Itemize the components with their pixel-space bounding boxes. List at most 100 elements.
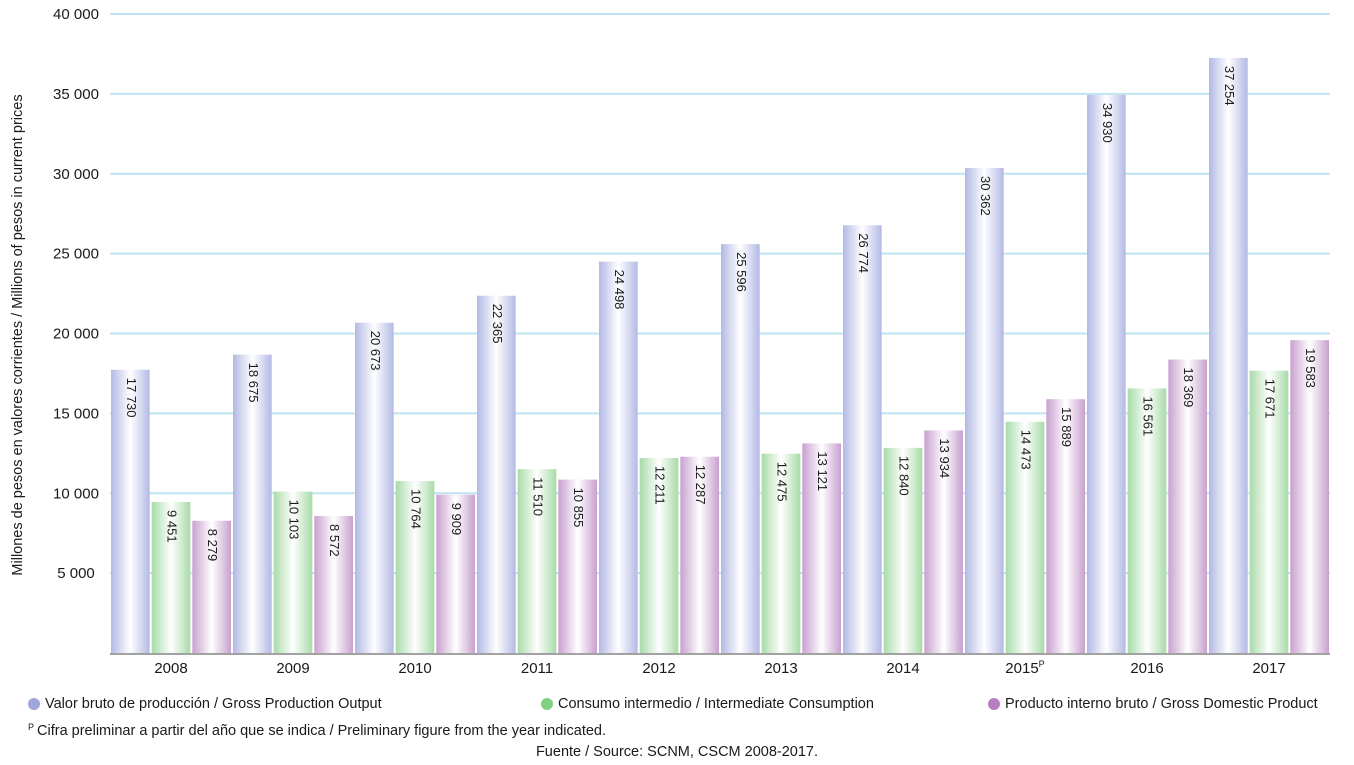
bar [1087,94,1126,654]
bar [395,481,435,653]
legend-dot-icon [988,698,1000,710]
bar-value-label: 16 561 [1141,396,1156,436]
bar-value-label: 12 211 [653,466,668,505]
legend-dot-icon [541,698,553,710]
x-tick-label: 2012 [642,660,675,677]
bar-group-2010: 20 673 10 764 9 909 [355,322,475,653]
y-tick-label: 40 000 [53,6,99,23]
legend-label: Valor bruto de producción / Gross Produc… [45,696,382,712]
x-tick-label: 2009 [276,660,309,677]
bar [1005,421,1045,653]
y-tick-label: 25 000 [53,246,99,263]
bar-value-label: 26 774 [856,233,871,273]
x-tick-label: 2015P [1005,659,1044,677]
bar [1046,399,1085,653]
bar [599,261,638,653]
bar [477,295,516,653]
legend-item-intermediate-consumption: Consumo intermedio / Intermediate Consum… [541,696,874,712]
legend-item-gross-domestic-product: Producto interno bruto / Gross Domestic … [988,696,1318,712]
legend-label: Consumo intermedio / Intermediate Consum… [558,696,874,712]
y-tick-label: 15 000 [53,405,99,422]
bar-value-label: 19 583 [1303,348,1318,388]
legend-dot-icon [28,698,40,710]
source-note: Fuente / Source: SCNM, CSCM 2008-2017. [535,744,819,760]
bar-value-label: 18 369 [1181,368,1196,408]
bar-value-label: 8 572 [327,524,342,557]
bar-group-2008: 17 730 9 451 8 279 [111,369,231,653]
x-tick-label: 2017 [1252,660,1285,677]
bar-group-2017: 37 254 17 671 19 583 [1209,57,1329,653]
bar-value-label: 13 121 [815,451,830,491]
bar-value-label: 15 889 [1059,407,1074,447]
bar-group-2013: 25 596 12 475 13 121 [721,244,841,654]
y-tick-label: 20 000 [53,326,99,343]
bar-value-label: 18 675 [246,363,261,403]
bar-value-label: 14 473 [1019,430,1034,470]
bar-group-2015: 30 362 14 473 15 889 [965,167,1085,654]
x-tick-label: 2010 [398,660,431,677]
x-tick-label: 2011 [521,660,553,677]
footnote-text: Cifra preliminar a partir del año que se… [37,723,606,739]
grid-lines [110,13,1330,575]
bar [1127,388,1167,653]
bar [1168,359,1207,653]
bar [965,167,1004,654]
legend-label: Producto interno bruto / Gross Domestic … [1005,696,1318,712]
bar-group-2012: 24 498 12 211 12 287 [599,261,719,653]
bar [314,516,353,653]
footnote-marker: P [28,722,35,732]
y-axis: 5 000 10 000 15 000 20 000 25 000 30 000 35 00… [53,6,99,582]
bar [883,447,923,653]
bar-value-label: 9 909 [449,503,464,536]
bar-group-2014: 26 774 12 840 13 934 [843,225,963,654]
bar-value-label: 9 451 [165,510,180,543]
bar-value-label: 20 673 [368,331,383,371]
bar [761,453,801,653]
y-tick-label: 35 000 [53,86,99,103]
x-tick-label: 2013 [764,660,797,677]
bar [721,244,760,654]
bar-chart: 17 730 9 451 8 279 18 675 10 103 8 572 20 673 1… [10,6,1330,677]
bar [355,322,394,653]
bar [517,469,557,653]
bar-value-label: 10 764 [409,489,424,529]
bar [192,520,231,653]
bar [558,479,597,653]
y-tick-label: 5 000 [57,565,95,582]
bar [639,457,679,653]
bar-value-label: 12 840 [897,456,912,496]
bar [151,502,191,653]
y-tick-label: 30 000 [53,166,99,183]
bar [273,491,313,653]
bar-value-label: 11 510 [531,477,546,516]
bar [680,456,719,653]
footnote: P Cifra preliminar a partir del año que s… [28,722,606,739]
x-axis: 2008 2009 2010 2011 2012 2013 2014 2015P 2016 201… [110,653,1330,677]
bar-value-label: 25 596 [734,252,749,292]
bar-value-label: 17 730 [124,378,139,418]
bars: 17 730 9 451 8 279 18 675 10 103 8 572 20 673 1… [111,57,1329,654]
bar-value-label: 30 362 [978,176,993,216]
bar-value-label: 12 475 [775,462,790,502]
bar [1249,370,1289,653]
y-tick-label: 10 000 [53,485,99,502]
bar-group-2011: 22 365 11 510 10 855 [477,295,597,653]
bar-value-label: 10 855 [571,488,586,528]
legend: Valor bruto de producción / Gross Produc… [28,696,1350,716]
x-tick-label: 2016 [1130,660,1163,677]
bar [233,354,272,653]
bar-group-2016: 34 930 16 561 18 369 [1087,94,1207,654]
y-axis-label: Millones de pesos en valores corrientes … [10,94,26,575]
bar-group-2009: 18 675 10 103 8 572 [233,354,353,653]
bar-value-label: 8 279 [205,529,220,562]
bar [843,225,882,654]
x-tick-label: 2008 [154,660,187,677]
bar [1209,57,1248,653]
bar-value-label: 13 934 [937,438,952,478]
legend-item-gross-production: Valor bruto de producción / Gross Produc… [28,696,382,712]
bar-value-label: 34 930 [1100,103,1115,143]
bar [924,430,963,653]
bar [802,443,841,653]
bar [436,494,475,653]
bar [1290,340,1329,653]
